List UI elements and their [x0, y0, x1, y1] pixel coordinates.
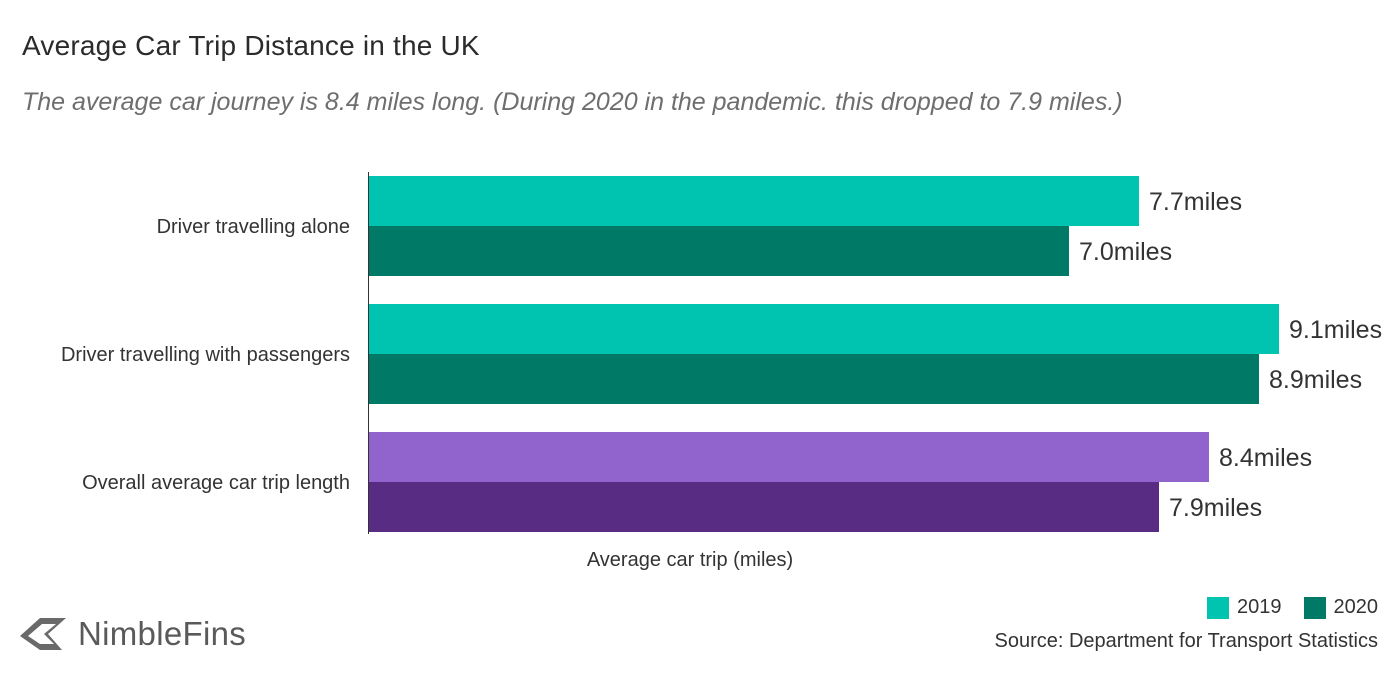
bar-2019 [369, 432, 1209, 482]
chart-legend: 2019 2020 [1185, 596, 1378, 619]
data-label: 7.9miles [1169, 494, 1262, 522]
legend-item-2019: 2019 [1207, 596, 1282, 619]
legend-item-2020: 2020 [1303, 596, 1379, 619]
nimblefins-logo-icon [20, 618, 66, 650]
chart-subtitle: The average car journey is 8.4 miles lon… [22, 88, 1123, 116]
data-label: 7.0miles [1079, 238, 1172, 266]
legend-swatch-2019 [1207, 596, 1229, 619]
chart-title: Average Car Trip Distance in the UK [22, 30, 480, 61]
legend-swatch-2020 [1303, 596, 1326, 619]
category-label: Driver travelling with passengers [61, 344, 350, 366]
category-label: Overall average car trip length [82, 472, 350, 494]
legend-label-2020: 2020 [1333, 596, 1379, 618]
data-label: 8.9miles [1269, 366, 1362, 394]
bar-2020 [369, 354, 1259, 404]
legend-label-2019: 2019 [1237, 596, 1282, 618]
category-label: Driver travelling alone [157, 216, 350, 238]
x-axis-title: Average car trip (miles) [587, 549, 793, 571]
bar-2019 [369, 304, 1279, 354]
bar-2019 [369, 176, 1139, 226]
brand-logo: NimbleFins [18, 614, 246, 654]
data-label: 8.4miles [1219, 444, 1312, 472]
bar-2020 [369, 226, 1069, 276]
bar-2020 [369, 482, 1159, 532]
source-note: Source: Department for Transport Statist… [994, 630, 1379, 652]
brand-name: NimbleFins [78, 615, 247, 652]
data-label: 9.1miles [1289, 316, 1382, 344]
data-label: 7.7miles [1149, 188, 1242, 216]
